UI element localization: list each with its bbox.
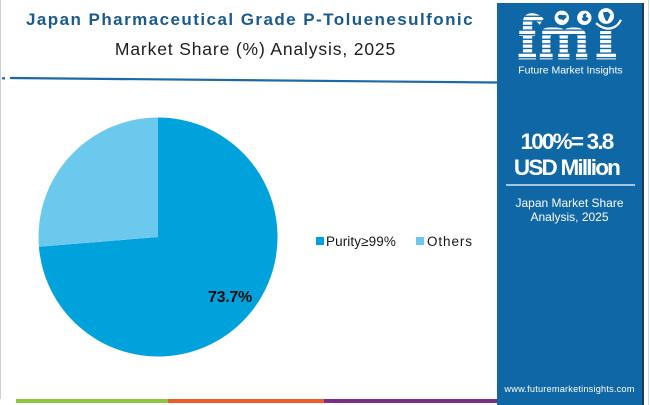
svg-text:Future Market Insights: Future Market Insights: [518, 65, 622, 77]
